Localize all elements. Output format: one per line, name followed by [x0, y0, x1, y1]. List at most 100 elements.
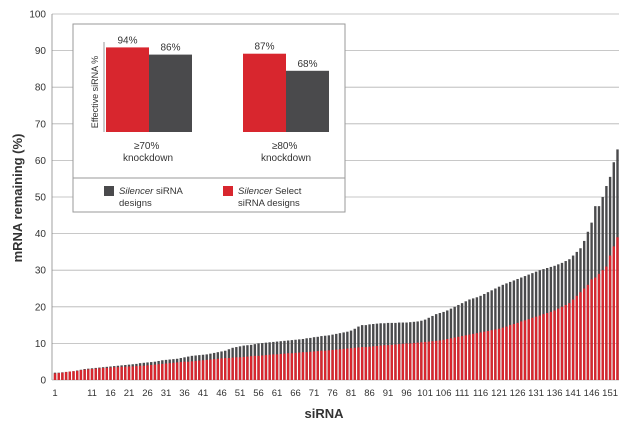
x-tick-label: 1 [52, 388, 57, 399]
y-tick-label: 60 [35, 156, 47, 167]
x-tick-label: 106 [436, 388, 452, 399]
x-tick-label: 31 [161, 388, 172, 399]
x-tick-label: 126 [510, 388, 526, 399]
x-tick-label: 26 [142, 388, 153, 399]
inset-bar-label: 86% [160, 43, 180, 54]
bar-silencer-select [397, 344, 401, 380]
inset-bar-label: 87% [254, 42, 274, 53]
bar-silencer-select [286, 353, 290, 380]
x-tick-label: 146 [584, 388, 600, 399]
bar-silencer-select [449, 338, 453, 380]
bar-silencer-select [205, 359, 208, 380]
bar-silencer-select [338, 349, 342, 380]
x-tick-label: 101 [417, 388, 433, 399]
x-tick-label: 91 [383, 388, 394, 399]
bar-silencer-select [357, 347, 360, 380]
bar-silencer-select [409, 343, 412, 380]
bar-silencer-select [390, 344, 393, 380]
bar-silencer-select [545, 313, 549, 380]
y-tick-label: 100 [29, 10, 46, 21]
inset-panel: Effective siRNA % 94% 86% 87% 68% ≥70% knoc… [72, 23, 346, 213]
bar-silencer-select [146, 365, 149, 380]
bar-silencer-select [113, 367, 116, 380]
bar-silencer-select [309, 351, 312, 380]
y-axis-label: mRNA remaining (%) [10, 134, 25, 263]
bar-silencer-select [172, 362, 175, 380]
bar-silencer-select [53, 373, 57, 380]
bar-silencer-select [249, 356, 253, 380]
bar-silencer-select [508, 325, 512, 380]
inset-bars: 94% 86% 87% 68% [106, 35, 329, 133]
x-axis-label: siRNA [304, 406, 344, 421]
bar-silencer-select [612, 246, 615, 380]
x-tick-label: 141 [565, 388, 581, 399]
bar-silencer-select [608, 255, 612, 380]
y-tick-label: 70 [35, 119, 47, 130]
legend-swatch-silencer [104, 186, 114, 196]
y-axis: 0 10 20 30 40 50 60 70 80 90 100 [29, 10, 53, 387]
legend-label-silencer: Silencer siRNA designs [119, 186, 185, 209]
bar-silencer-select [120, 366, 123, 380]
bar-silencer-select [157, 364, 160, 380]
inset-bar [149, 54, 192, 132]
bar-silencer-select [486, 330, 490, 380]
y-tick-label: 40 [35, 229, 47, 240]
bar-silencer-select [209, 359, 212, 380]
bar-silencer-select [153, 364, 157, 380]
x-tick-label: 16 [105, 388, 116, 399]
legend-swatch-silencer-select [223, 186, 233, 196]
x-tick-label: 56 [253, 388, 264, 399]
x-tick-label: 61 [272, 388, 283, 399]
bar-silencer-select [360, 347, 364, 380]
x-tick-label: 136 [547, 388, 563, 399]
bar-silencer-select [553, 310, 556, 380]
bar-silencer-select [298, 352, 301, 380]
bar-silencer-select [497, 328, 501, 380]
inset-bar [106, 47, 149, 132]
x-tick-label: 41 [198, 388, 209, 399]
bar-silencer-select [438, 340, 442, 380]
bar-silencer-select [61, 372, 64, 380]
bar-silencer-select [57, 373, 60, 380]
bar-silencer-select [194, 360, 197, 380]
x-tick-label: 21 [124, 388, 135, 399]
bar-silencer-select [109, 367, 112, 380]
y-tick-label: 20 [35, 302, 47, 313]
bar-silencer-select [405, 343, 408, 380]
bar-silencer-select [616, 237, 619, 380]
bar-silencer-select [101, 367, 105, 380]
x-tick-label: 131 [528, 388, 544, 399]
bar-silencer-select [542, 314, 545, 380]
bar-silencer-select [68, 371, 72, 380]
inset-bar [286, 70, 329, 132]
bar-silencer-select [127, 366, 131, 380]
bar-silencer-select [538, 315, 541, 380]
x-tick-label: 111 [455, 388, 469, 399]
bar-silencer-select [471, 333, 475, 380]
x-tick-label: 46 [216, 388, 227, 399]
bar-silencer-select [505, 326, 508, 380]
bar-silencer-select [520, 321, 523, 380]
bar-silencer-select [190, 361, 194, 380]
bar-silencer-select [216, 358, 220, 380]
bar-silencer-select [331, 349, 334, 380]
inset-y-label: Effective siRNA % [90, 56, 100, 128]
bar-silencer-select [594, 277, 597, 380]
bar-silencer-select [420, 342, 423, 380]
bar-silencer-select [305, 352, 308, 380]
bar-silencer-select [549, 311, 553, 380]
bar-silencer-select [283, 353, 286, 380]
bar-silencer-select [446, 339, 449, 380]
bar-silencer-select [349, 348, 353, 380]
inset-bar-label: 94% [117, 35, 137, 46]
x-tick-label: 81 [346, 388, 357, 399]
bar-silencer-select [138, 365, 142, 380]
bar-silencer-select [323, 350, 327, 380]
bar-silencer-select [224, 358, 227, 380]
bar-silencer-select [601, 270, 604, 380]
bar-silencer-select [220, 358, 223, 380]
bar-silencer-select [564, 304, 567, 380]
bar-silencer-select [494, 329, 497, 380]
bar-silencer-select [579, 292, 582, 380]
bar-silencer-select [464, 335, 467, 380]
